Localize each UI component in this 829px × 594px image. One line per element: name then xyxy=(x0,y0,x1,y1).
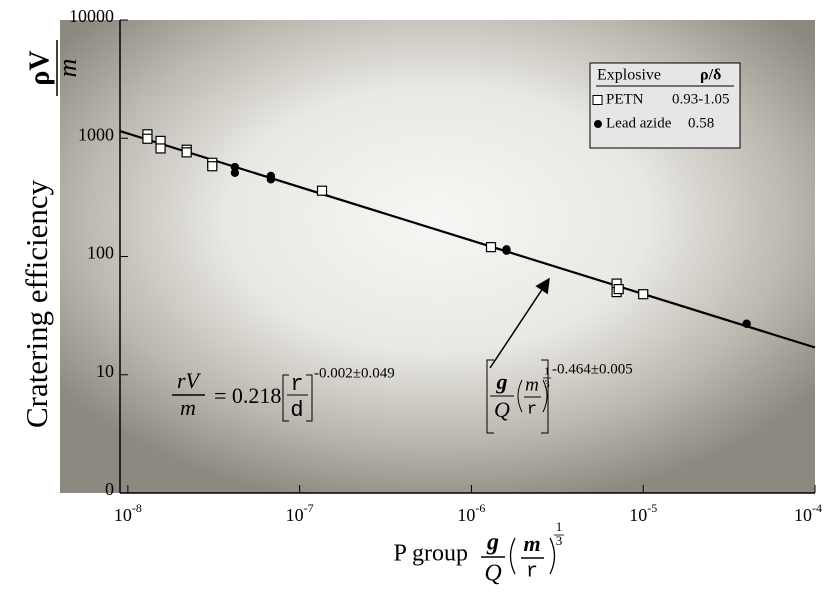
x-label-text: m xyxy=(523,531,540,556)
data-point xyxy=(181,147,192,158)
eq-text: rV xyxy=(177,368,202,393)
eq-text: r xyxy=(527,400,537,419)
y-label-text: ρV xyxy=(24,50,55,85)
legend-label: Lead azide xyxy=(606,115,672,131)
y-tick-label: 10 xyxy=(96,361,114,381)
y-tick-label: 10000 xyxy=(69,6,114,26)
eq-text: Q xyxy=(494,397,510,422)
eq-text: m xyxy=(525,374,539,395)
legend-marker xyxy=(594,120,602,128)
data-point xyxy=(230,168,240,178)
equation: rV m = 0.218 r d -0.002±0.049 g Q m r 1 … xyxy=(172,359,633,434)
eq-text: r xyxy=(290,372,303,397)
y-axis-label: Cratering efficiency ρV m xyxy=(19,40,82,428)
bracket xyxy=(282,374,313,422)
legend-box xyxy=(589,62,741,149)
y-label-text: m xyxy=(53,59,82,78)
legend-item: Lead azide 0.58 xyxy=(594,115,714,131)
x-label-text: 1 xyxy=(556,519,563,534)
data-point xyxy=(502,246,511,255)
eq-text: 3 xyxy=(544,379,550,391)
legend-value: 0.93-1.05 xyxy=(672,91,730,107)
data-point xyxy=(266,175,276,184)
x-label-text: P group xyxy=(394,541,468,567)
x-tick-label: 10-4 xyxy=(794,501,822,525)
eq-text: g xyxy=(496,369,508,394)
x-label-text: 3 xyxy=(556,533,563,548)
y-tick-label: 100 xyxy=(87,243,114,263)
data-point xyxy=(316,185,328,196)
x-tick-label: 10-7 xyxy=(286,501,314,525)
data-point xyxy=(742,319,751,328)
legend-label: PETN xyxy=(606,91,644,107)
legend-marker xyxy=(592,95,603,105)
x-label-text: Q xyxy=(484,561,501,587)
y-tick-label: 0 xyxy=(105,479,114,499)
arrow xyxy=(489,277,550,369)
x-label-text: g xyxy=(486,530,499,556)
y-label-text: Cratering efficiency xyxy=(19,179,54,428)
eq-text: 1 xyxy=(544,366,550,378)
y-tick-label: 1000 xyxy=(78,124,114,144)
bracket xyxy=(486,359,549,434)
eq-text: -0.002±0.049 xyxy=(314,365,395,381)
data-point xyxy=(142,133,153,144)
x-label-text: r xyxy=(526,560,538,583)
data-point xyxy=(155,143,166,154)
data-point xyxy=(638,289,649,300)
x-axis-label: P group g Q m r 1 3 xyxy=(394,519,564,587)
parenthesis xyxy=(509,537,556,575)
x-tick-label: 10-5 xyxy=(629,501,657,525)
eq-text: = 0.218 xyxy=(214,383,281,408)
eq-text: -0.464±0.005 xyxy=(552,361,633,377)
data-point xyxy=(485,242,497,253)
legend-item: PETN 0.93-1.05 xyxy=(592,91,730,107)
x-tick-label: 10-6 xyxy=(457,501,485,525)
eq-text: d xyxy=(290,398,303,423)
data-point xyxy=(207,161,218,172)
x-tick-label: 10-8 xyxy=(114,501,142,525)
parenthesis xyxy=(517,379,548,413)
legend-header: ρ/δ xyxy=(700,67,721,84)
eq-text: m xyxy=(180,395,196,420)
data-point xyxy=(613,284,624,295)
legend-header: Explosive xyxy=(597,67,661,84)
legend-value: 0.58 xyxy=(688,115,714,131)
